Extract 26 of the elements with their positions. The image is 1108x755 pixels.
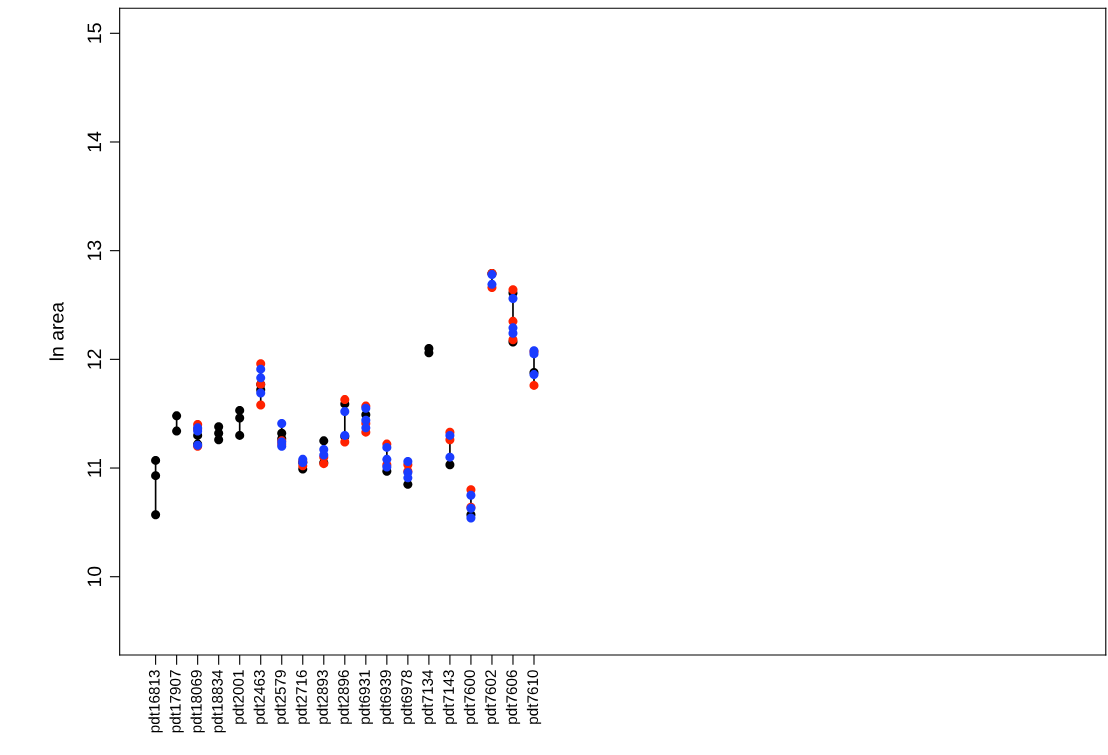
x-tick-label: pdt7600 — [463, 670, 479, 724]
x-tick-label: pdt2893 — [316, 670, 331, 724]
x-tick-label: pdt18834 — [211, 669, 226, 733]
y-tick-label: 15 — [87, 23, 102, 43]
y-tick-label: 12 — [87, 349, 102, 369]
x-tick-label: pdt2579 — [274, 670, 289, 724]
x-tick-label: pdt2463 — [253, 670, 268, 724]
y-tick-label: 13 — [87, 240, 102, 260]
x-tick-label: pdt7606 — [505, 670, 521, 724]
x-tick-label: pdt16813 — [148, 670, 163, 733]
x-tick-label: pdt18069 — [190, 670, 205, 733]
x-tick-label: pdt2001 — [232, 670, 247, 724]
x-tick-label: pdt7134 — [421, 669, 437, 724]
x-tick-label: pdt7143 — [442, 670, 458, 724]
x-tick-label: pdt2716 — [295, 670, 310, 724]
x-tick-label: pdt6978 — [400, 670, 415, 724]
x-tick-label: pdt6939 — [379, 670, 394, 724]
y-axis-title: ln area — [49, 301, 64, 361]
y-tick-label: 14 — [87, 131, 102, 152]
y-tick-label: 10 — [87, 566, 102, 587]
y-tick-label: 11 — [87, 458, 102, 477]
x-tick-label: pdt7602 — [484, 670, 500, 724]
x-tick-label: pdt6931 — [358, 670, 373, 724]
x-tick-label: pdt7610 — [526, 670, 542, 724]
x-tick-label: pdt2896 — [337, 670, 352, 724]
x-tick-label: pdt17907 — [169, 670, 184, 733]
